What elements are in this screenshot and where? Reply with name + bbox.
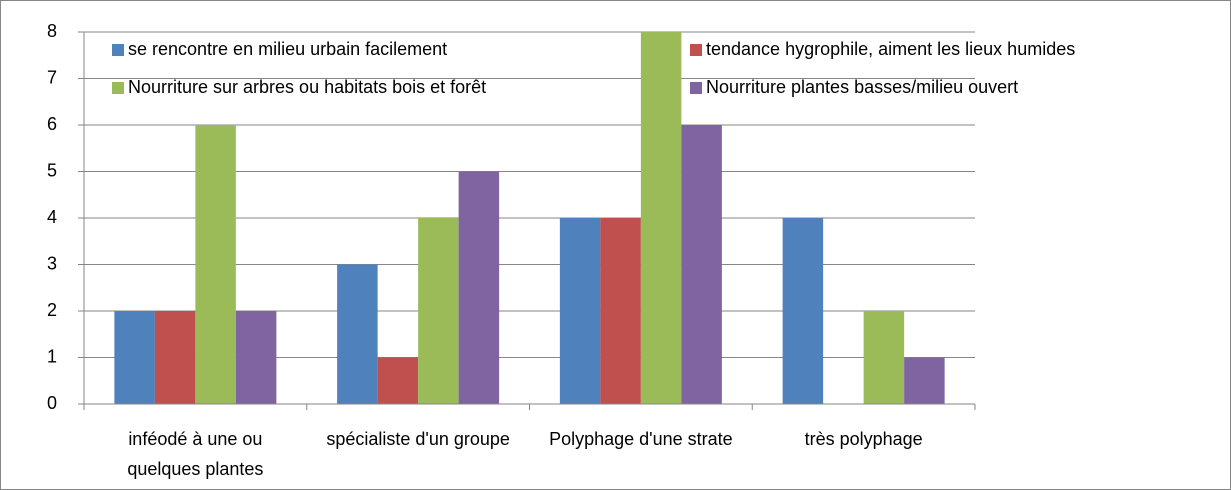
y-tick-label: 4: [47, 207, 57, 227]
bar: [114, 311, 155, 404]
bar: [195, 125, 236, 404]
y-tick-label: 8: [47, 21, 57, 41]
bar: [458, 171, 500, 404]
bar: [559, 218, 601, 404]
bar: [600, 218, 641, 404]
legend-swatch: [112, 82, 124, 94]
bar: [337, 264, 378, 404]
bar: [418, 218, 459, 404]
bar: [640, 32, 682, 404]
bar: [782, 218, 824, 404]
bar: [235, 311, 277, 404]
x-tick-label: spécialiste d'un groupe: [326, 429, 510, 449]
legend-label: tendance hygrophile, aiment les lieux hu…: [706, 39, 1075, 59]
legend-swatch: [690, 82, 702, 94]
y-tick-label: 7: [47, 67, 57, 87]
y-tick-label: 6: [47, 114, 57, 134]
legend-label: Nourriture plantes basses/milieu ouvert: [706, 77, 1018, 97]
bar: [681, 125, 722, 404]
y-tick-label: 2: [47, 300, 57, 320]
bar: [863, 311, 905, 404]
x-tick-label: inféodé à une ou quelques plantes: [127, 429, 264, 479]
x-tick-label: Polyphage d'une strate: [549, 429, 733, 449]
legend-label: se rencontre en milieu urbain facilement: [128, 39, 447, 59]
y-tick-label: 0: [47, 393, 57, 413]
legend-label: Nourriture sur arbres ou habitats bois e…: [128, 77, 486, 97]
bar: [377, 357, 419, 404]
y-tick-label: 3: [47, 253, 57, 273]
y-tick-label: 5: [47, 160, 57, 180]
bar: [154, 311, 196, 404]
x-tick-label: très polyphage: [804, 429, 923, 449]
y-tick-label: 1: [47, 346, 57, 366]
legend-swatch: [690, 44, 702, 56]
legend-swatch: [112, 44, 124, 56]
bar: [904, 357, 945, 404]
